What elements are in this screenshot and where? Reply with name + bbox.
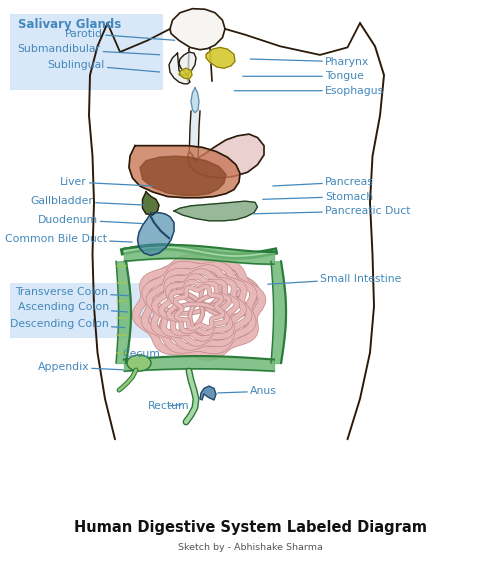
Text: Gallbladder: Gallbladder — [30, 196, 144, 206]
Text: Tongue: Tongue — [243, 71, 364, 81]
Text: Transverse Colon: Transverse Colon — [15, 287, 130, 297]
Polygon shape — [191, 88, 199, 113]
Polygon shape — [140, 156, 226, 195]
Polygon shape — [169, 52, 196, 84]
Text: Appendix: Appendix — [38, 362, 123, 372]
Text: Submandibular: Submandibular — [18, 44, 160, 55]
Text: Salivary Glands: Salivary Glands — [18, 18, 121, 31]
Text: Esophagus: Esophagus — [234, 86, 384, 96]
Polygon shape — [129, 146, 240, 198]
Text: Duodenum: Duodenum — [38, 214, 142, 225]
Polygon shape — [138, 213, 174, 255]
Polygon shape — [206, 47, 235, 68]
Text: Common Bile Duct: Common Bile Duct — [5, 234, 132, 244]
Text: Stomach: Stomach — [263, 191, 373, 202]
Polygon shape — [188, 134, 264, 178]
Text: Human Digestive System Labeled Diagram: Human Digestive System Labeled Diagram — [74, 520, 426, 535]
Text: Ascending Colon: Ascending Colon — [18, 302, 127, 313]
Ellipse shape — [127, 355, 151, 371]
Text: Rectum: Rectum — [148, 401, 189, 411]
Text: Pancreatic Duct: Pancreatic Duct — [253, 206, 410, 216]
Text: Cecum: Cecum — [122, 349, 160, 359]
Polygon shape — [174, 201, 258, 221]
Polygon shape — [179, 68, 192, 79]
Text: Anus: Anus — [218, 386, 277, 397]
Text: Pharynx: Pharynx — [250, 57, 369, 67]
Text: Sketch by - Abhishake Sharma: Sketch by - Abhishake Sharma — [178, 543, 322, 553]
Polygon shape — [170, 9, 225, 50]
Polygon shape — [200, 386, 216, 400]
Text: Parotid: Parotid — [65, 28, 174, 40]
Text: Liver: Liver — [60, 177, 152, 187]
Text: Descending Colon: Descending Colon — [10, 318, 124, 329]
Text: Pancreas: Pancreas — [273, 177, 374, 187]
Text: Small Intestine: Small Intestine — [268, 273, 402, 284]
FancyBboxPatch shape — [10, 14, 162, 90]
Text: Sublingual: Sublingual — [48, 60, 160, 72]
FancyBboxPatch shape — [10, 283, 155, 338]
Polygon shape — [142, 192, 159, 215]
